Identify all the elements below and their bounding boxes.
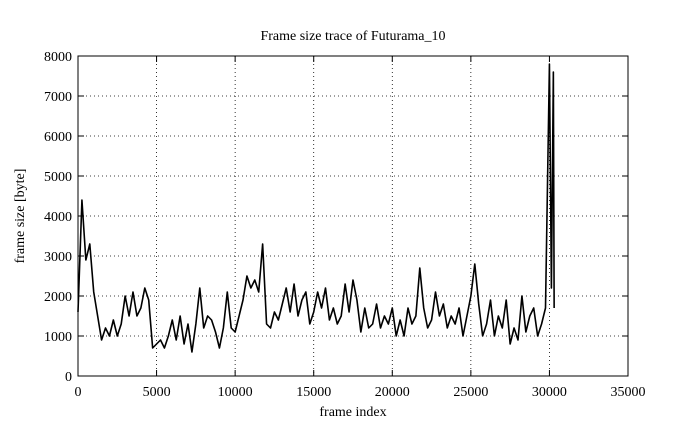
y-tick-label: 0 xyxy=(65,370,72,385)
y-tick-label: 5000 xyxy=(44,170,72,185)
y-tick-label: 2000 xyxy=(44,290,72,305)
plot-frame xyxy=(77,55,629,377)
y-tick-label: 7000 xyxy=(44,90,72,105)
trace-line xyxy=(77,63,555,353)
x-tick-label: 35000 xyxy=(611,385,646,400)
y-tick-label: 6000 xyxy=(44,130,72,145)
y-axis-label: frame size [byte] xyxy=(13,169,28,264)
y-tick-label: 1000 xyxy=(44,330,72,345)
x-tick-label: 25000 xyxy=(453,385,488,400)
x-tick-label: 15000 xyxy=(296,385,331,400)
chart-title: Frame size trace of Futurama_10 xyxy=(260,29,445,44)
x-tick-label: 30000 xyxy=(532,385,567,400)
x-tick-label: 5000 xyxy=(143,385,171,400)
y-tick-label: 4000 xyxy=(44,210,72,225)
x-tick-label: 20000 xyxy=(375,385,410,400)
x-tick-label: 10000 xyxy=(218,385,253,400)
y-tick-label: 8000 xyxy=(44,50,72,65)
y-tick-label: 3000 xyxy=(44,250,72,265)
x-axis-label: frame index xyxy=(319,405,386,420)
x-tick-label: 0 xyxy=(75,385,82,400)
